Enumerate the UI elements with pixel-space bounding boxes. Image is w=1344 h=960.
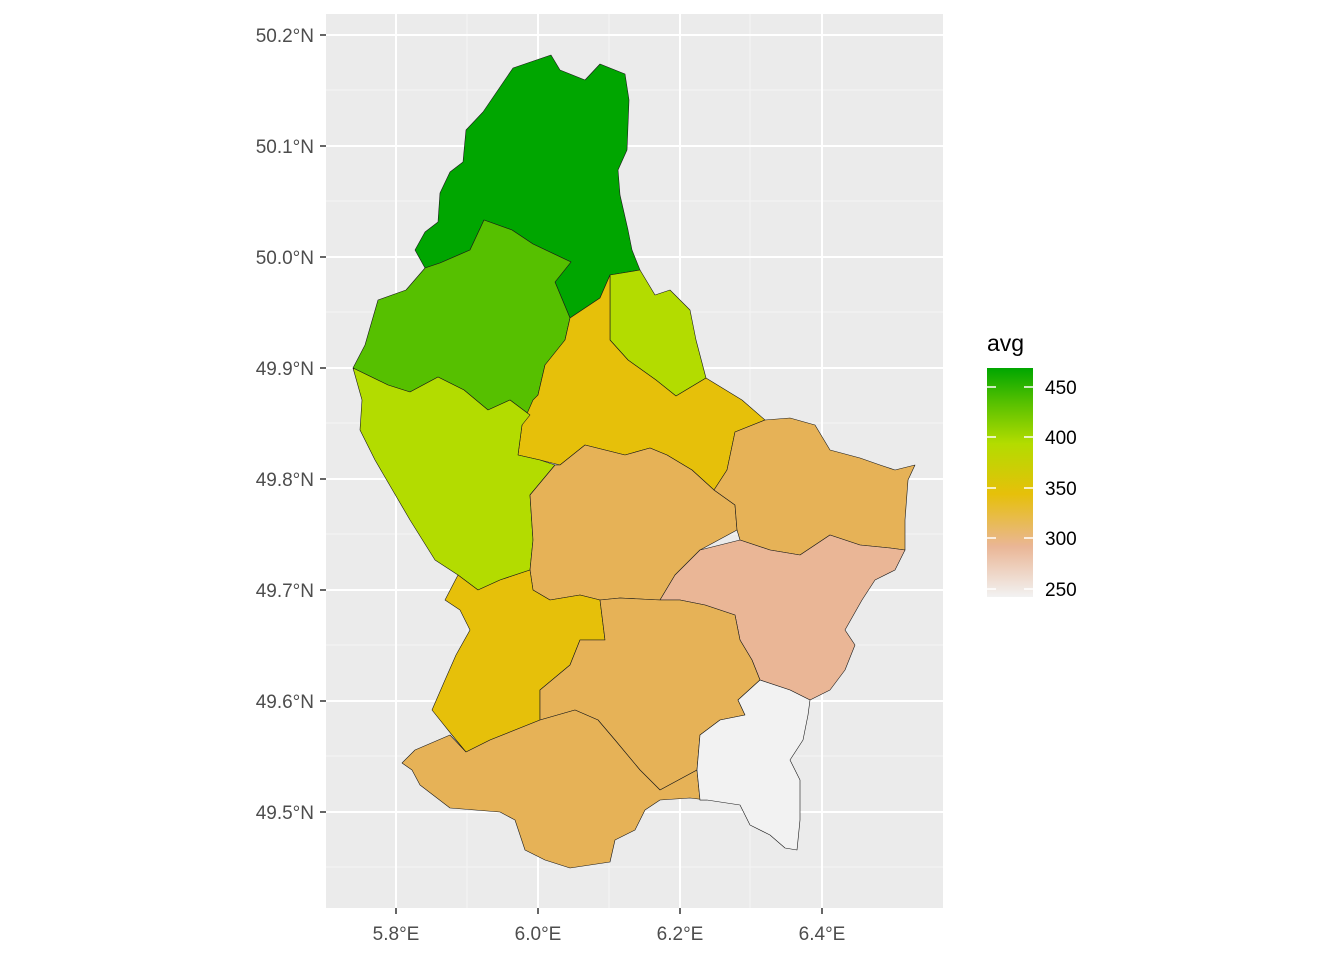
x-tick-label: 5.8°E (373, 924, 420, 945)
y-axis (320, 34, 326, 813)
y-tick-label: 50.0°N (256, 248, 314, 269)
x-tick-label: 6.2°E (657, 924, 704, 945)
region-southeast[interactable] (696, 679, 811, 851)
y-tick-label: 49.6°N (256, 692, 314, 713)
x-axis-labels: 5.8°E 6.0°E 6.2°E 6.4°E (373, 924, 846, 945)
x-tick-label: 6.4°E (799, 924, 846, 945)
y-tick-label: 50.2°N (256, 26, 314, 47)
regions (352, 54, 916, 869)
y-tick-label: 49.5°N (256, 803, 314, 824)
legend-title: avg (987, 330, 1024, 356)
y-tick-label: 49.7°N (256, 581, 314, 602)
x-axis (395, 908, 823, 914)
legend-label: 250 (1045, 580, 1077, 601)
legend-label: 450 (1045, 378, 1077, 399)
legend-colorbar (987, 368, 1033, 597)
y-tick-label: 50.1°N (256, 137, 314, 158)
x-tick-label: 6.0°E (515, 924, 562, 945)
legend: avg 450 400 350 300 250 (987, 330, 1077, 601)
y-tick-label: 49.9°N (256, 359, 314, 380)
legend-ticks (987, 386, 1033, 590)
region-south[interactable] (401, 709, 708, 869)
legend-label: 400 (1045, 428, 1077, 449)
legend-label: 350 (1045, 479, 1077, 500)
y-axis-labels: 50.2°N 50.1°N 50.0°N 49.9°N 49.8°N 49.7°… (256, 26, 314, 824)
y-tick-label: 49.8°N (256, 470, 314, 491)
legend-label: 300 (1045, 529, 1077, 550)
